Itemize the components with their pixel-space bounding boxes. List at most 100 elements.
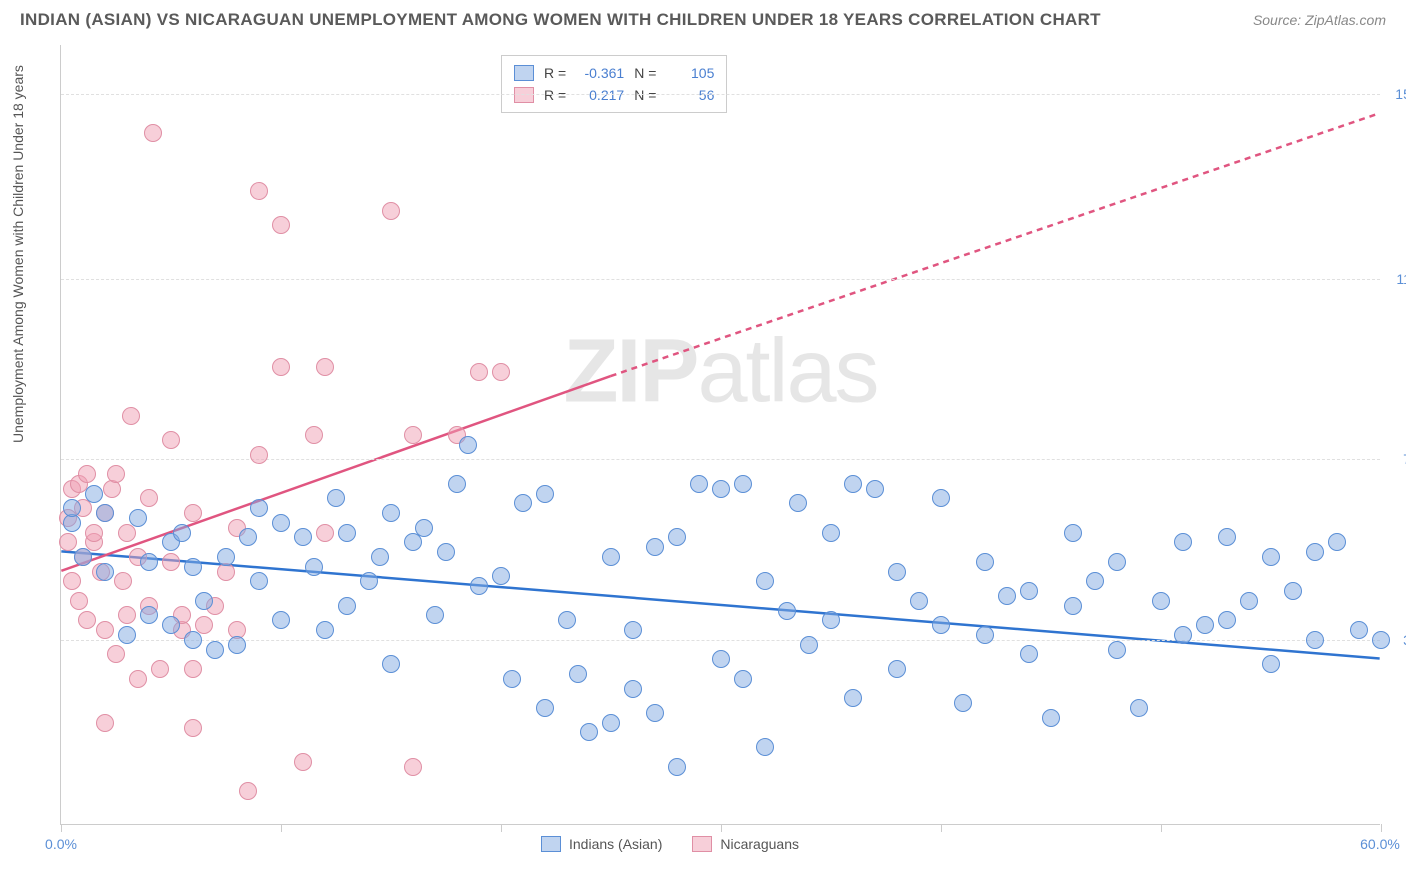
x-tick-min: 0.0% <box>45 836 77 852</box>
x-tick <box>501 824 502 832</box>
data-point-series-1 <box>272 514 290 532</box>
data-point-series-1 <box>382 655 400 673</box>
n-label: N = <box>634 62 656 84</box>
data-point-series-1 <box>140 606 158 624</box>
data-point-series-2 <box>85 524 103 542</box>
data-point-series-1 <box>569 665 587 683</box>
data-point-series-1 <box>184 558 202 576</box>
data-point-series-2 <box>59 533 77 551</box>
r-label: R = <box>544 84 566 106</box>
data-point-series-1 <box>305 558 323 576</box>
legend-label: Indians (Asian) <box>569 836 662 852</box>
data-point-series-1 <box>404 533 422 551</box>
data-point-series-1 <box>1064 597 1082 615</box>
x-tick <box>941 824 942 832</box>
data-point-series-1 <box>646 704 664 722</box>
data-point-series-1 <box>602 714 620 732</box>
data-point-series-1 <box>85 485 103 503</box>
x-tick <box>1381 824 1382 832</box>
data-point-series-1 <box>316 621 334 639</box>
legend-item-2: Nicaraguans <box>692 836 799 852</box>
data-point-series-1 <box>888 563 906 581</box>
data-point-series-2 <box>118 606 136 624</box>
data-point-series-1 <box>954 694 972 712</box>
data-point-series-2 <box>404 758 422 776</box>
bottom-legend: Indians (Asian) Nicaraguans <box>541 836 799 852</box>
data-point-series-1 <box>437 543 455 561</box>
data-point-series-1 <box>756 572 774 590</box>
data-point-series-1 <box>822 611 840 629</box>
y-axis-label: Unemployment Among Women with Children U… <box>10 65 26 443</box>
data-point-series-1 <box>118 626 136 644</box>
data-point-series-1 <box>1020 582 1038 600</box>
data-point-series-1 <box>206 641 224 659</box>
data-point-series-1 <box>426 606 444 624</box>
data-point-series-1 <box>1108 641 1126 659</box>
data-point-series-1 <box>1086 572 1104 590</box>
data-point-series-2 <box>470 363 488 381</box>
data-point-series-1 <box>503 670 521 688</box>
data-point-series-1 <box>1174 626 1192 644</box>
data-point-series-1 <box>371 548 389 566</box>
data-point-series-1 <box>1372 631 1390 649</box>
data-point-series-1 <box>327 489 345 507</box>
data-point-series-1 <box>1130 699 1148 717</box>
data-point-series-1 <box>536 485 554 503</box>
data-point-series-2 <box>184 660 202 678</box>
data-point-series-2 <box>250 446 268 464</box>
data-point-series-1 <box>668 758 686 776</box>
data-point-series-1 <box>1196 616 1214 634</box>
data-point-series-2 <box>162 431 180 449</box>
chart-title: INDIAN (ASIAN) VS NICARAGUAN UNEMPLOYMEN… <box>20 10 1101 30</box>
plot-area: ZIPatlas R = -0.361 N = 105 R = 0.217 N … <box>60 45 1380 825</box>
data-point-series-1 <box>1108 553 1126 571</box>
data-point-series-1 <box>844 689 862 707</box>
swatch-series-1 <box>541 836 561 852</box>
data-point-series-2 <box>114 572 132 590</box>
data-point-series-1 <box>1262 655 1280 673</box>
data-point-series-1 <box>514 494 532 512</box>
data-point-series-1 <box>250 499 268 517</box>
data-point-series-1 <box>1306 631 1324 649</box>
data-point-series-2 <box>305 426 323 444</box>
trend-lines <box>61 45 1380 824</box>
watermark: ZIPatlas <box>563 321 877 424</box>
data-point-series-1 <box>558 611 576 629</box>
data-point-series-1 <box>1218 528 1236 546</box>
stats-box: R = -0.361 N = 105 R = 0.217 N = 56 <box>501 55 727 113</box>
data-point-series-2 <box>129 670 147 688</box>
data-point-series-1 <box>1042 709 1060 727</box>
r-value: -0.361 <box>576 62 624 84</box>
data-point-series-2 <box>382 202 400 220</box>
data-point-series-1 <box>96 504 114 522</box>
data-point-series-1 <box>470 577 488 595</box>
data-point-series-1 <box>932 489 950 507</box>
data-point-series-1 <box>734 475 752 493</box>
data-point-series-1 <box>624 621 642 639</box>
data-point-series-1 <box>624 680 642 698</box>
data-point-series-1 <box>1174 533 1192 551</box>
data-point-series-1 <box>1240 592 1258 610</box>
stats-row-2: R = 0.217 N = 56 <box>514 84 714 106</box>
data-point-series-1 <box>646 538 664 556</box>
data-point-series-1 <box>712 650 730 668</box>
data-point-series-1 <box>800 636 818 654</box>
data-point-series-1 <box>294 528 312 546</box>
x-tick <box>1161 824 1162 832</box>
data-point-series-2 <box>294 753 312 771</box>
data-point-series-2 <box>78 465 96 483</box>
data-point-series-2 <box>272 216 290 234</box>
data-point-series-1 <box>998 587 1016 605</box>
data-point-series-1 <box>976 553 994 571</box>
data-point-series-2 <box>118 524 136 542</box>
data-point-series-1 <box>360 572 378 590</box>
data-point-series-1 <box>239 528 257 546</box>
data-point-series-1 <box>910 592 928 610</box>
data-point-series-2 <box>63 572 81 590</box>
data-point-series-1 <box>217 548 235 566</box>
data-point-series-2 <box>107 645 125 663</box>
data-point-series-2 <box>78 611 96 629</box>
swatch-series-2 <box>692 836 712 852</box>
swatch-series-2 <box>514 87 534 103</box>
x-tick <box>721 824 722 832</box>
